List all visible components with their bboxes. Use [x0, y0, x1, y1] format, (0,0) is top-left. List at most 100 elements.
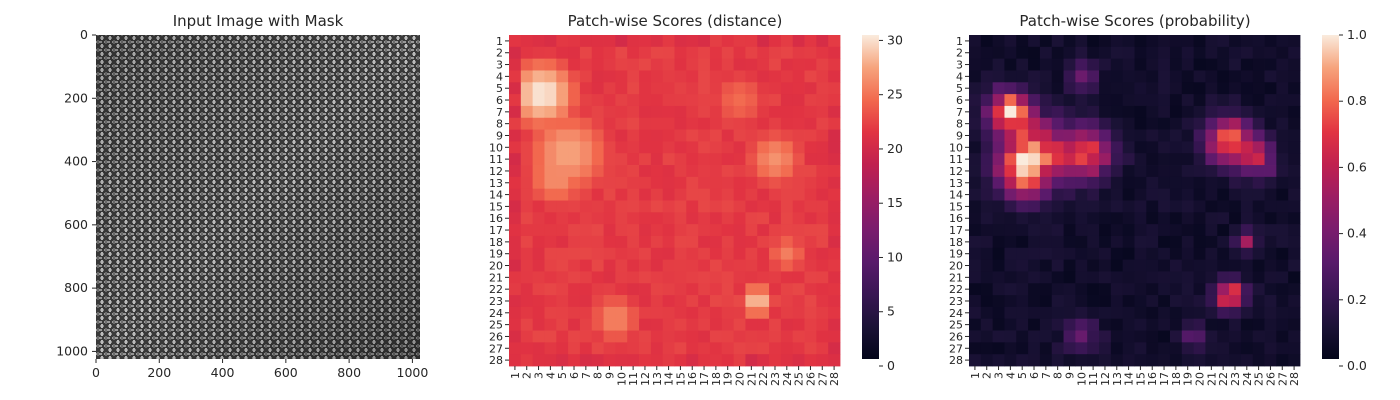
heatmap-cell — [1099, 35, 1112, 48]
heatmap-cell — [828, 105, 841, 119]
heatmap-cell — [1051, 224, 1064, 237]
row-label: 8 — [956, 118, 963, 131]
heatmap-cell — [1087, 330, 1100, 343]
heatmap-cell — [603, 247, 616, 261]
heatmap-cell — [1051, 82, 1064, 95]
heatmap-cell — [1146, 105, 1159, 119]
heatmap-cell — [520, 141, 534, 154]
heatmap-cell — [1004, 235, 1017, 249]
heatmap-cell — [579, 82, 593, 95]
heatmap-cell — [1039, 259, 1053, 272]
heatmap-cell — [1217, 200, 1230, 213]
heatmap-cell — [603, 283, 616, 296]
heatmap-cell — [780, 330, 794, 343]
heatmap-cell — [721, 330, 735, 343]
heatmap-cell — [733, 354, 746, 367]
heatmap-cell — [1075, 271, 1088, 284]
heatmap-cell — [992, 318, 1005, 331]
heatmap-cell — [1158, 141, 1171, 154]
heatmap-cell — [698, 188, 711, 201]
row-label: 6 — [956, 94, 963, 107]
heatmap-cell — [1217, 235, 1230, 249]
colorbar-tick-label: 10 — [887, 249, 903, 264]
heatmap-cell — [1110, 117, 1124, 130]
heatmap-cell — [579, 105, 593, 119]
heatmap-cell — [698, 318, 711, 331]
heatmap-cell — [650, 153, 664, 166]
heatmap-cell — [1276, 212, 1289, 225]
heatmap-cell — [1288, 58, 1301, 71]
heatmap-cell — [1181, 271, 1195, 284]
heatmap-cell — [1146, 35, 1159, 48]
heatmap-cell — [1039, 354, 1053, 367]
heatmap-cell — [1004, 165, 1017, 178]
heatmap-cell — [1146, 306, 1159, 320]
heatmap-cell — [639, 141, 652, 154]
heatmap-cell — [1276, 235, 1289, 249]
heatmap-cell — [698, 70, 711, 83]
heatmap-cell — [757, 330, 770, 343]
heatmap-cell — [992, 295, 1005, 308]
heatmap-cell — [1016, 318, 1029, 331]
heatmap-cell — [721, 129, 735, 142]
heatmap-cell — [1205, 235, 1218, 249]
heatmap-cell — [792, 295, 805, 308]
heatmap-cell — [1158, 200, 1171, 213]
heatmap-cell — [532, 94, 545, 107]
heatmap-cell — [509, 82, 522, 95]
heatmap-cell — [674, 129, 687, 142]
heatmap-cell — [520, 271, 534, 284]
heatmap-cell — [828, 46, 841, 60]
heatmap-cell — [556, 306, 569, 320]
heatmap-cell — [1264, 318, 1277, 331]
heatmap-cell — [1087, 354, 1100, 367]
heatmap-cell — [992, 259, 1005, 272]
heatmap-cell — [769, 105, 782, 119]
heatmap-cell — [969, 82, 982, 95]
heatmap-cell — [1288, 46, 1301, 60]
heatmap-cell — [1193, 259, 1206, 272]
heatmap-cell — [745, 224, 758, 237]
heatmap-cell — [1051, 354, 1064, 367]
heatmap-cell — [1205, 165, 1218, 178]
heatmap-cell — [662, 94, 675, 107]
heatmap-cell — [1016, 165, 1029, 178]
heatmap-cell — [1028, 105, 1041, 119]
heatmap-cell — [1063, 330, 1076, 343]
heatmap-cell — [1122, 141, 1135, 154]
heatmap-cell — [1205, 176, 1218, 190]
heatmap-cell — [816, 342, 829, 355]
heatmap-cell — [1087, 129, 1100, 142]
heatmap-cell — [1087, 105, 1100, 119]
heatmap-cell — [1264, 94, 1277, 107]
heatmap-cell — [721, 295, 735, 308]
heatmap-cell — [1193, 94, 1206, 107]
heatmap-cell — [992, 235, 1005, 249]
heatmap-cell — [769, 283, 782, 296]
heatmap-cell — [579, 200, 593, 213]
heatmap-cell — [509, 235, 522, 249]
heatmap-cell — [1205, 35, 1218, 48]
col-label: 5 — [556, 372, 569, 379]
heatmap-cell — [1288, 224, 1301, 237]
heatmap-cell — [721, 212, 735, 225]
heatmap-cell — [1087, 141, 1100, 154]
heatmap-cell — [1193, 247, 1206, 261]
heatmap-cell — [650, 82, 664, 95]
heatmap-cell — [1146, 58, 1159, 71]
heatmap-cell — [1099, 283, 1112, 296]
col-label: 21 — [745, 372, 758, 386]
heatmap-cell — [544, 247, 557, 261]
heatmap-cell — [686, 82, 699, 95]
heatmap-cell — [1134, 35, 1147, 48]
heatmap-cell — [969, 271, 982, 284]
heatmap-cell — [1229, 58, 1242, 71]
heatmap-cell — [1122, 165, 1135, 178]
heatmap-cell — [591, 58, 604, 71]
heatmap-cell — [721, 105, 735, 119]
heatmap-cell — [603, 354, 616, 367]
heatmap-cell — [769, 318, 782, 331]
heatmap-cell — [1229, 271, 1242, 284]
heatmap-cell — [1193, 188, 1206, 201]
heatmap-cell — [662, 200, 675, 213]
